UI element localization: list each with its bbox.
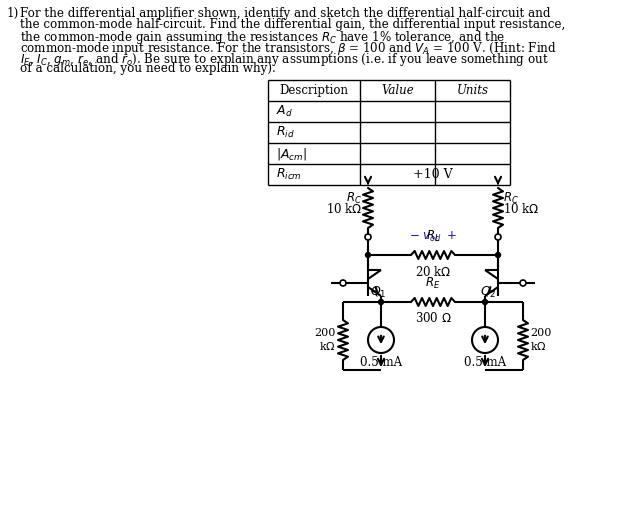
Text: $Q_2$: $Q_2$ [479, 285, 496, 300]
Text: 10 k$\Omega$: 10 k$\Omega$ [503, 202, 540, 216]
Text: the common-mode gain assuming the resistances $R_C$ have 1% tolerance, and the: the common-mode gain assuming the resist… [20, 29, 505, 46]
Circle shape [496, 253, 501, 258]
Circle shape [366, 253, 371, 258]
Text: the common-mode half-circuit. Find the differential gain, the differential input: the common-mode half-circuit. Find the d… [20, 18, 565, 31]
Text: $I_E$, $I_C$, $g_m$, $r_e$, and $r_o$). Be sure to explain any assumptions (i.e.: $I_E$, $I_C$, $g_m$, $r_e$, and $r_o$). … [20, 51, 548, 68]
Text: Value: Value [381, 84, 414, 97]
Text: 200
k$\Omega$: 200 k$\Omega$ [530, 328, 551, 353]
Text: common-mode input resistance. For the transistors, $\beta$ = 100 and $V_A$ = 100: common-mode input resistance. For the tr… [20, 40, 557, 57]
Text: $R_E$: $R_E$ [425, 276, 441, 291]
Text: Description: Description [279, 84, 348, 97]
Text: of a calculation, you need to explain why).: of a calculation, you need to explain wh… [20, 62, 276, 75]
Text: $R_{id}$: $R_{id}$ [276, 125, 295, 140]
Circle shape [379, 299, 384, 304]
Text: 10 k$\Omega$: 10 k$\Omega$ [325, 202, 362, 216]
Text: $R_{icm}$: $R_{icm}$ [276, 167, 302, 182]
Text: 0.5 mA: 0.5 mA [464, 356, 506, 369]
Text: 300 $\Omega$: 300 $\Omega$ [415, 311, 451, 325]
Text: $R_C$: $R_C$ [503, 191, 519, 206]
Text: 0.5 mA: 0.5 mA [360, 356, 402, 369]
Text: $-\ v_{od}\ +$: $-\ v_{od}\ +$ [409, 230, 457, 244]
Text: $R_C$: $R_C$ [346, 191, 362, 206]
Text: $A_d$: $A_d$ [276, 104, 293, 119]
Text: $R_L$: $R_L$ [426, 229, 440, 244]
Circle shape [483, 299, 487, 304]
Text: Units: Units [456, 84, 489, 97]
Text: 20 k$\Omega$: 20 k$\Omega$ [415, 265, 451, 279]
Text: 1): 1) [6, 7, 18, 20]
Text: For the differential amplifier shown, identify and sketch the differential half-: For the differential amplifier shown, id… [20, 7, 550, 20]
Text: $Q_1$: $Q_1$ [370, 285, 387, 300]
Text: 200
k$\Omega$: 200 k$\Omega$ [315, 328, 336, 353]
Text: $|A_{cm}|$: $|A_{cm}|$ [276, 145, 307, 161]
Text: +10 V: +10 V [413, 168, 453, 182]
